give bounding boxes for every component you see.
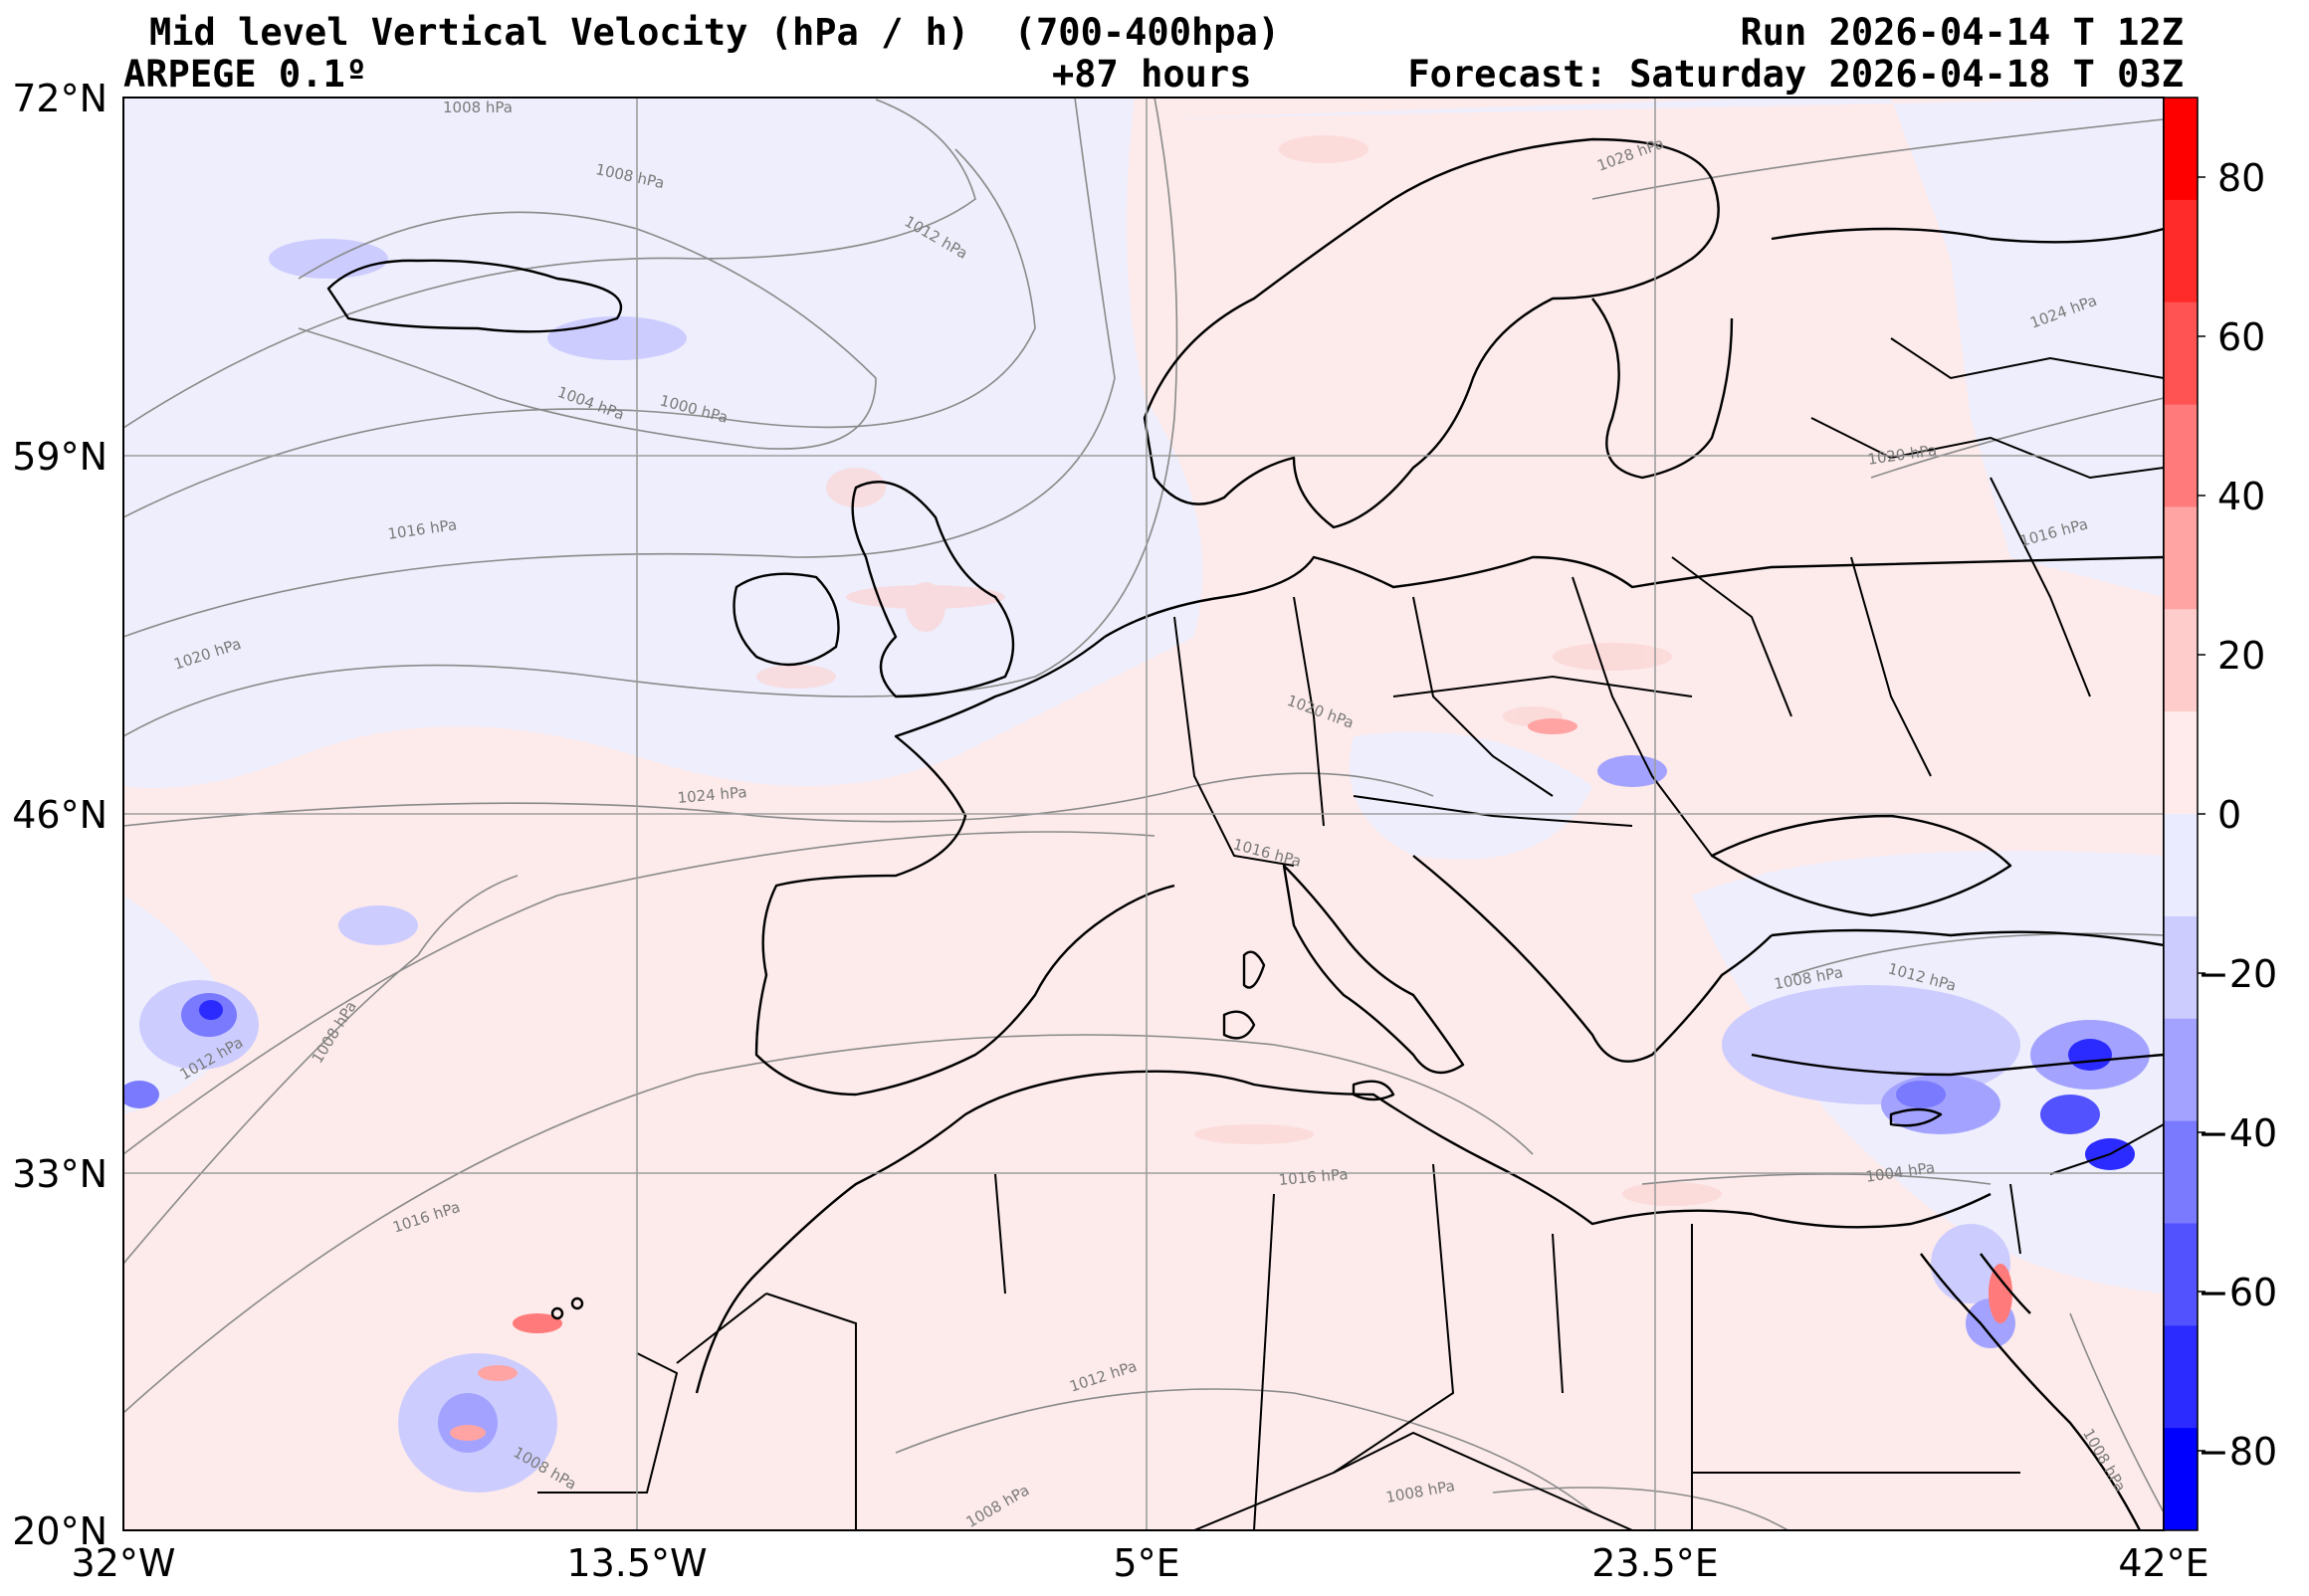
weak-ascent-patches — [756, 135, 1722, 1206]
colorbar-segment — [2164, 506, 2198, 610]
colorbar-segment — [2164, 1120, 2198, 1224]
longitude-labels: 32°W 13.5°W 5°E 23.5°E 42°E — [72, 1541, 2209, 1585]
colorbar-segment — [2164, 1223, 2198, 1326]
lon-label-5e: 5°E — [1113, 1541, 1179, 1585]
lead-time-label: +87 hours — [1052, 53, 1252, 96]
lon-label-42e: 42°E — [2118, 1541, 2208, 1585]
lat-label-20n: 20°N — [12, 1509, 107, 1553]
lat-label-72n: 72°N — [12, 77, 107, 120]
colorbar-segment — [2164, 404, 2198, 507]
lon-label-13-5w: 13.5°W — [566, 1541, 707, 1585]
colorbar-segment — [2164, 301, 2198, 406]
lon-label-23-5e: 23.5°E — [1591, 1541, 1719, 1585]
isobars — [123, 98, 2164, 1530]
lat-label-46n: 46°N — [12, 793, 107, 837]
colorbar-segment — [2164, 199, 2198, 303]
colorbar-tick-minus-60: −60 — [2198, 1271, 2277, 1314]
chart-title: Mid level Vertical Velocity (hPa / h) (7… — [149, 11, 1281, 54]
colorbar-tick-80: 80 — [2217, 156, 2265, 200]
colorbar-tick-40: 40 — [2217, 475, 2265, 518]
lon-label-32w: 32°W — [72, 1541, 176, 1585]
run-label: Run 2026-04-14 T 12Z — [1740, 11, 2184, 54]
colorbar-tick-0: 0 — [2217, 793, 2241, 837]
colorbar-segment — [2164, 1428, 2198, 1531]
lat-label-59n: 59°N — [12, 435, 107, 479]
colorbar-tick-labels: 80 60 40 20 0 −20 −40 −60 −80 — [2198, 156, 2277, 1474]
colorbar-segment — [2164, 1018, 2198, 1122]
colorbar-tick-minus-80: −80 — [2198, 1430, 2277, 1474]
latitude-labels: 72°N 59°N 46°N 33°N 20°N — [12, 77, 107, 1553]
colorbar-segment — [2164, 915, 2198, 1020]
colorbar-tick-minus-20: −20 — [2198, 952, 2277, 996]
colorbar-tick-20: 20 — [2217, 634, 2265, 678]
colorbar-tick-60: 60 — [2217, 315, 2265, 359]
model-label: ARPEGE 0.1º — [123, 53, 368, 96]
colorbar-segment — [2164, 711, 2198, 815]
colorbar-segment — [2164, 609, 2198, 712]
forecast-label: Forecast: Saturday 2026-04-18 T 03Z — [1407, 53, 2184, 96]
colorbar — [2163, 97, 2205, 1531]
colorbar-tick-minus-40: −40 — [2198, 1111, 2277, 1155]
graticule — [123, 98, 2164, 1530]
country-borders — [537, 337, 2164, 1530]
colorbar-segment — [2164, 1325, 2198, 1429]
coastlines — [326, 137, 2164, 1530]
lat-label-33n: 33°N — [12, 1152, 107, 1196]
colorbar-segment — [2164, 98, 2198, 201]
colorbar-segment — [2164, 814, 2198, 917]
strong-ascent-cells — [450, 718, 2012, 1441]
isobar-label: 1008 hPa — [443, 99, 513, 116]
